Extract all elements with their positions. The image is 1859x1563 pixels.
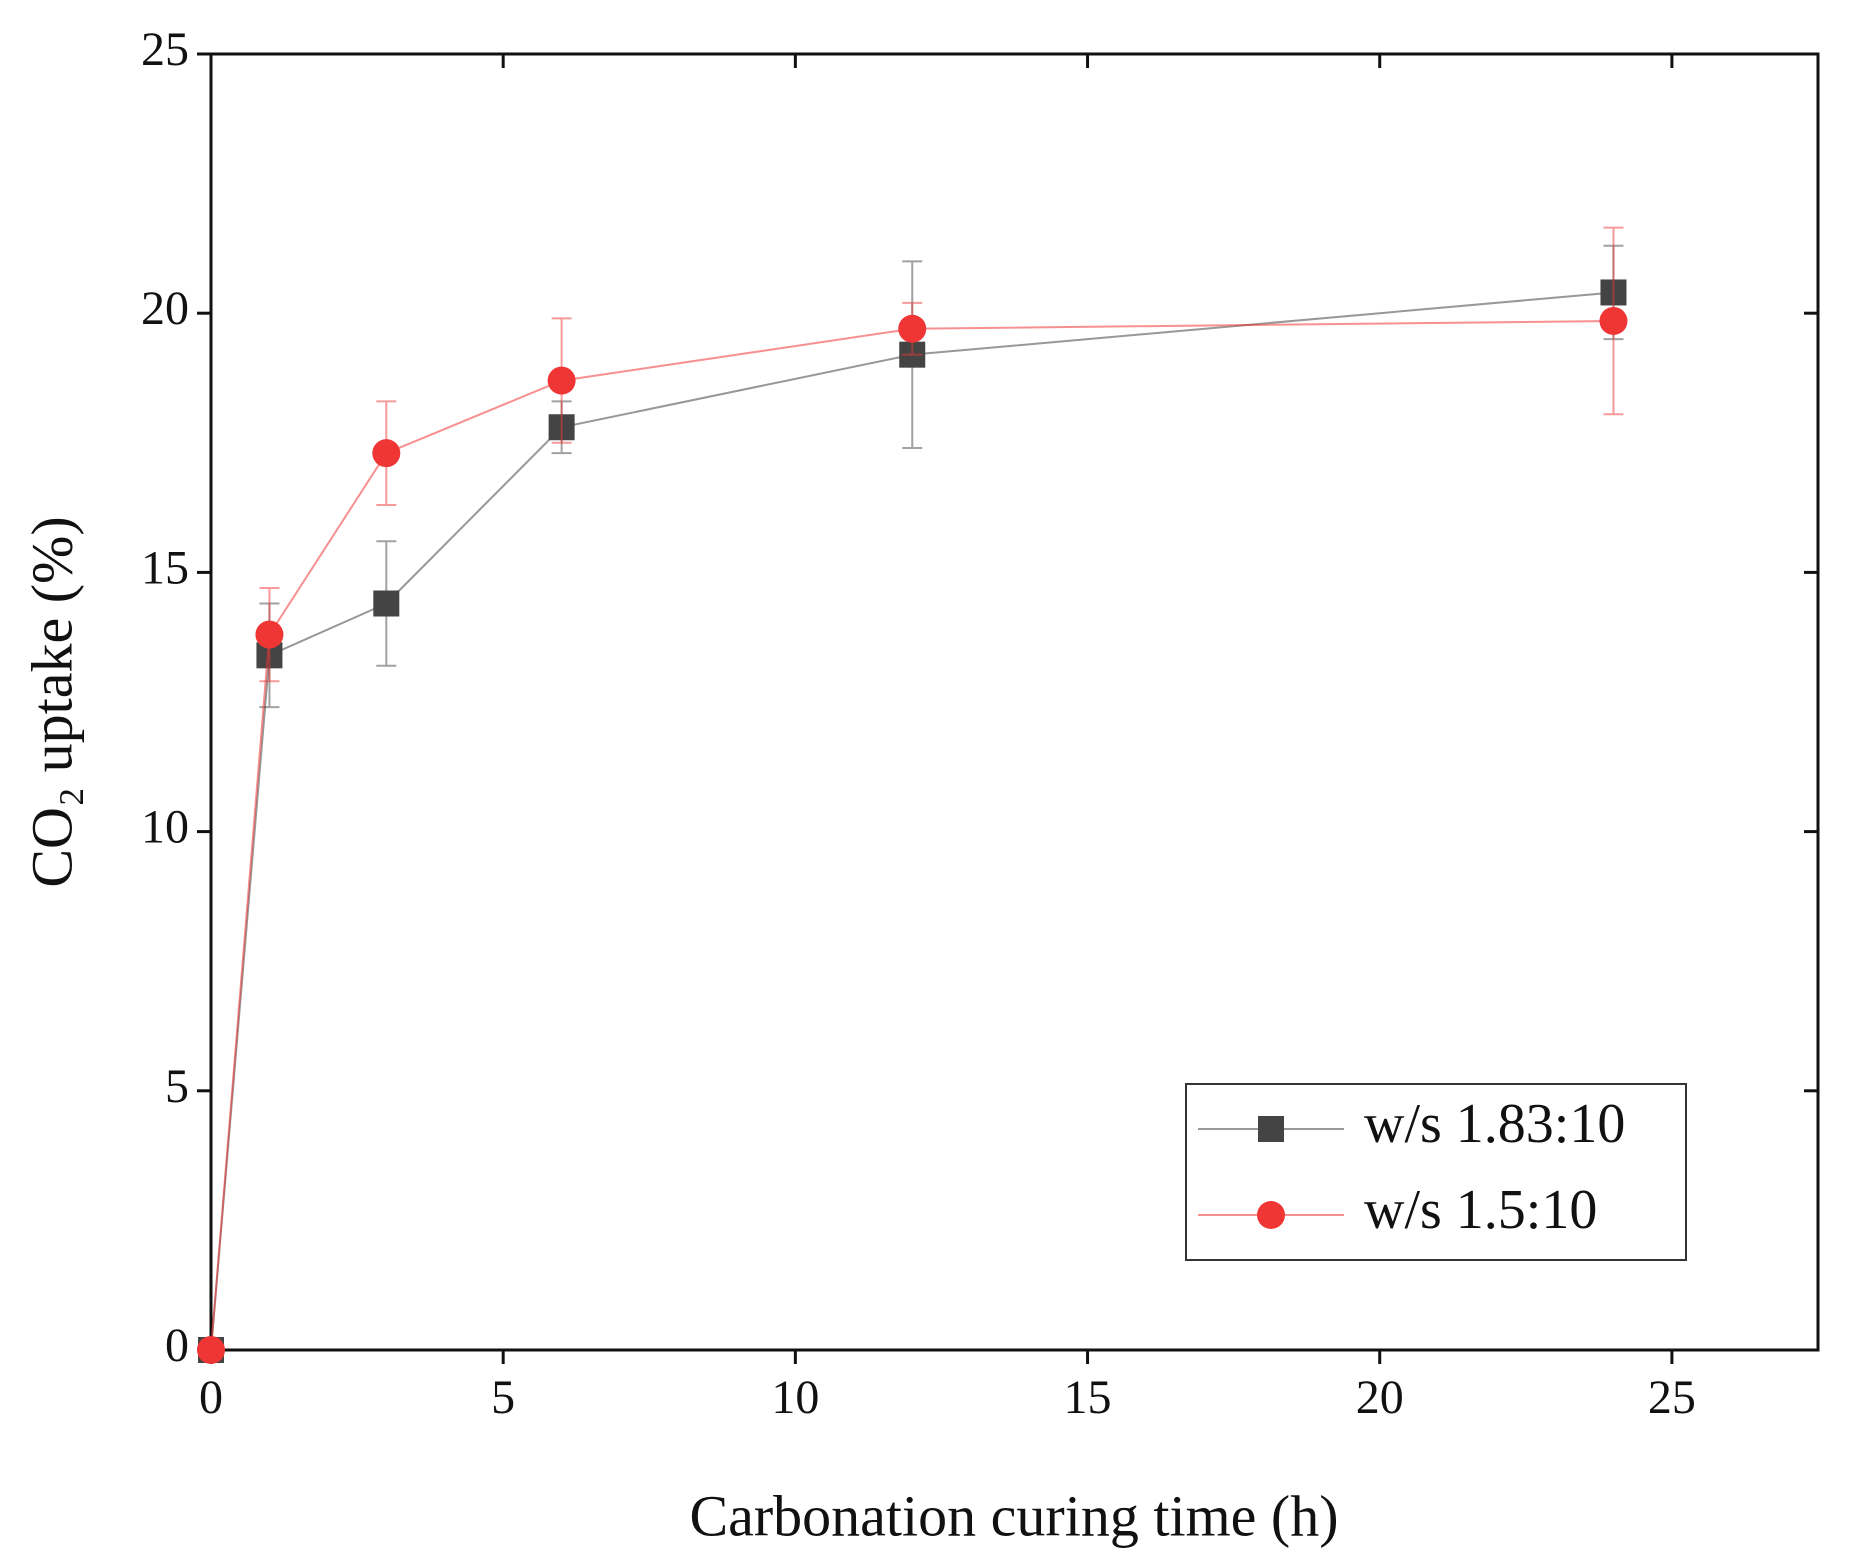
y-axis-label: CO₂ uptake (%) (19, 516, 84, 887)
x-tick-label: 5 (491, 1371, 515, 1424)
series-line (210, 319, 1614, 1351)
marker (372, 439, 401, 468)
x-axis-label: Carbonation curing time (h) (689, 1483, 1338, 1548)
marker (373, 590, 400, 617)
y-tick-label: 15 (141, 541, 189, 594)
y-tick-label: 0 (165, 1319, 189, 1372)
legend-marker (1258, 1116, 1284, 1142)
legend-label: w/s 1.83:10 (1364, 1093, 1625, 1155)
series (197, 226, 1628, 1364)
marker (547, 366, 576, 395)
x-tick-label: 20 (1356, 1371, 1404, 1424)
x-tick-label: 10 (771, 1371, 819, 1424)
legend-label: w/s 1.5:10 (1364, 1179, 1597, 1241)
x-tick-label: 25 (1648, 1371, 1696, 1424)
marker (255, 620, 284, 649)
series-line (210, 291, 1614, 1351)
y-tick-label: 25 (141, 23, 189, 76)
legend-marker (1257, 1201, 1285, 1229)
marker (1599, 306, 1628, 335)
y-tick-label: 5 (165, 1060, 189, 1113)
plot-frame (209, 52, 1820, 1352)
x-tick-label: 0 (199, 1371, 223, 1424)
y-tick-label: 10 (141, 801, 189, 854)
x-tick-label: 15 (1064, 1371, 1112, 1424)
legend: w/s 1.83:10 w/s 1.5:10 (1185, 1083, 1687, 1261)
y-tick-label: 20 (141, 282, 189, 335)
marker (197, 1336, 225, 1364)
legend-box (1185, 1083, 1687, 1261)
marker (898, 314, 927, 343)
